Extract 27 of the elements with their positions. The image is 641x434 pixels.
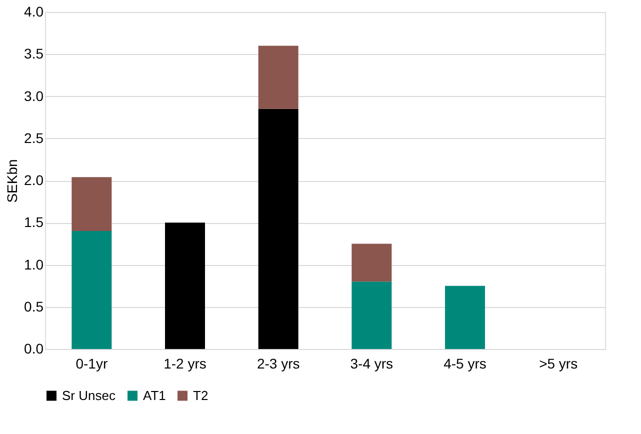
y-tick-label: 1.5 [24, 214, 44, 230]
bar [258, 108, 298, 349]
y-tick-label: 0.0 [24, 340, 44, 356]
y-tick-label: 2.5 [24, 130, 44, 146]
x-tick-label: 1-2 yrs [164, 356, 206, 372]
x-tick-label: 0-1yr [76, 356, 108, 372]
legend-label: T2 [193, 388, 208, 403]
bar [258, 46, 298, 109]
legend-label: Sr Unsec [62, 388, 116, 403]
x-tick-label: 4-5 yrs [444, 356, 486, 372]
bar [445, 286, 485, 349]
y-tick-label: 0.5 [24, 298, 44, 314]
bar [165, 222, 205, 349]
x-tick-label: >5 yrs [539, 356, 578, 372]
x-tick-label: 3-4 yrs [350, 356, 394, 372]
bar [352, 282, 392, 349]
y-axis-title: SEKbn [4, 159, 20, 203]
bar [72, 177, 112, 232]
x-tick-label: 2-3 yrs [256, 356, 300, 372]
y-tick-label: 1.0 [24, 256, 44, 272]
y-tick-label: 4.0 [24, 4, 44, 20]
y-tick-label: 3.0 [24, 88, 44, 104]
bar [72, 231, 112, 349]
bar [352, 244, 392, 282]
y-tick-label: 2.0 [24, 172, 44, 188]
y-tick-label: 3.5 [24, 46, 44, 62]
legend-label: AT1 [143, 388, 166, 403]
